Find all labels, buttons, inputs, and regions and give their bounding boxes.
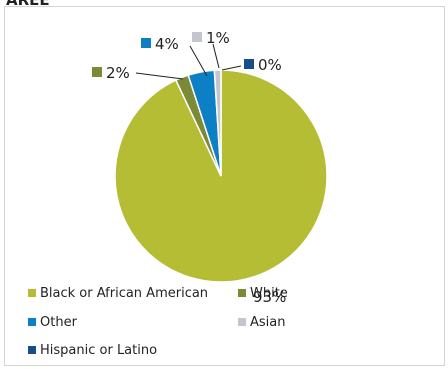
pie-slice-asian [213, 69, 222, 177]
legend-item-white: White [238, 286, 288, 301]
data-label-key-asian [192, 32, 202, 42]
legend-item-asian: Asian [238, 315, 285, 330]
legend-swatch [28, 346, 36, 354]
legend-label: White [250, 286, 288, 301]
legend-item-hispanic-or-latino: Hispanic or Latino [28, 343, 157, 358]
legend-label: Black or African American [40, 286, 208, 301]
leader-line-hispanic-or-latino [221, 65, 242, 71]
legend-label: Other [40, 315, 78, 330]
legend-swatch [238, 289, 246, 297]
data-label-white: 2% [106, 64, 130, 82]
legend-swatch [28, 289, 36, 297]
leader-line-white [135, 72, 184, 80]
legend-item-black-or-african-american: Black or African American [28, 286, 208, 301]
data-label-asian: 1% [206, 29, 230, 47]
data-label-key-white [92, 67, 102, 77]
legend-swatch [238, 318, 246, 326]
data-label-key-other [141, 38, 151, 48]
legend-label: Hispanic or Latino [40, 343, 157, 358]
legend-label: Asian [250, 315, 285, 330]
leader-line-other [189, 45, 208, 77]
data-label-hispanic-or-latino: 0% [258, 56, 282, 74]
leader-line-asian [212, 43, 220, 69]
page-title: AREE [6, 0, 50, 9]
data-label-other: 4% [155, 35, 179, 53]
data-label-black-or-african-american: 93% [253, 288, 286, 306]
data-label-key-hispanic-or-latino [244, 59, 254, 69]
legend-item-other: Other [28, 315, 78, 330]
legend-swatch [28, 318, 36, 326]
